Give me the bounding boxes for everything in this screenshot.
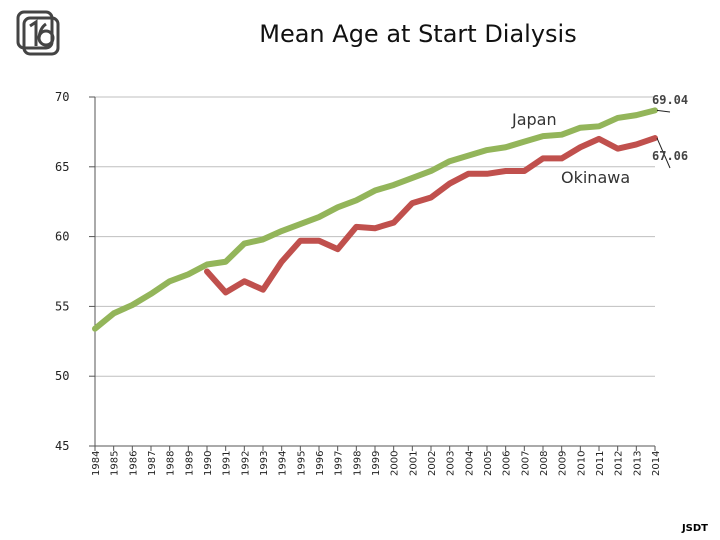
chart-axes: [89, 96, 656, 451]
x-tick-label: 1984: [91, 451, 102, 476]
series-name-label: Okinawa: [561, 168, 630, 187]
footer-credit: JSDT: [681, 523, 708, 534]
x-tick-label: 1995: [296, 451, 307, 476]
y-tick-label: 70: [55, 90, 69, 104]
x-tick-label: 2011: [595, 451, 606, 476]
x-tick-label: 2009: [558, 451, 569, 476]
y-tick-label: 60: [55, 230, 69, 244]
x-tick-label: 1990: [203, 451, 214, 476]
end-value-label: 69.04: [652, 93, 688, 107]
x-tick-label: 1993: [259, 451, 270, 476]
x-tick-label: 2000: [390, 451, 401, 476]
series-lines: [92, 107, 658, 332]
end-value-label: 67.06: [652, 149, 688, 163]
x-tick-label: 1988: [166, 451, 177, 476]
x-tick-label: 1999: [371, 451, 382, 476]
x-tick-label: 2002: [427, 451, 438, 476]
x-tick-label: 2004: [464, 451, 475, 476]
x-tick-label: 1996: [315, 451, 326, 476]
x-tick-label: 2006: [502, 451, 513, 476]
y-tick-label: 45: [55, 439, 69, 453]
x-tick-label: 2001: [408, 451, 419, 476]
end-label-connector: [656, 137, 671, 169]
x-tick-label: 1998: [352, 451, 363, 476]
x-tick-label: 2010: [576, 451, 587, 476]
series-line-okinawa: [204, 135, 658, 296]
y-tick-label: 50: [55, 369, 69, 383]
x-tick-label: 1985: [110, 451, 121, 476]
page-title: Mean Age at Start Dialysis: [259, 20, 577, 48]
x-tick-label: 1989: [184, 451, 195, 476]
x-tick-label: 2012: [614, 451, 625, 476]
x-tick-label: 1992: [240, 451, 251, 476]
x-tick-labels: 1984 1985 1986 1987 1988 1989 1990 1991 1992 1993…: [91, 451, 662, 476]
series-line-japan: [92, 107, 658, 332]
y-tick-label: 55: [55, 299, 69, 313]
series-name-label: Japan: [511, 110, 557, 129]
y-tick-labels: 45 50 55 60 65 70: [55, 90, 69, 453]
series-labels: Japan 69.04 Okinawa 67.06: [511, 93, 688, 187]
chart-gridlines: [95, 96, 655, 377]
x-tick-label: 1986: [128, 451, 139, 476]
end-label-connector: [656, 109, 671, 113]
jsdt-logo-icon: [16, 10, 60, 56]
y-tick-label: 65: [55, 160, 69, 174]
x-tick-label: 1991: [222, 451, 233, 476]
x-tick-label: 2008: [539, 451, 550, 476]
x-tick-label: 1994: [278, 451, 289, 476]
x-tick-label: 2007: [520, 451, 531, 476]
x-tick-label: 2003: [446, 451, 457, 476]
x-tick-label: 2014: [651, 451, 662, 476]
x-tick-label: 2005: [483, 451, 494, 476]
x-tick-label: 1997: [334, 451, 345, 476]
x-tick-label: 2013: [632, 451, 643, 476]
x-tick-label: 1987: [147, 451, 158, 476]
